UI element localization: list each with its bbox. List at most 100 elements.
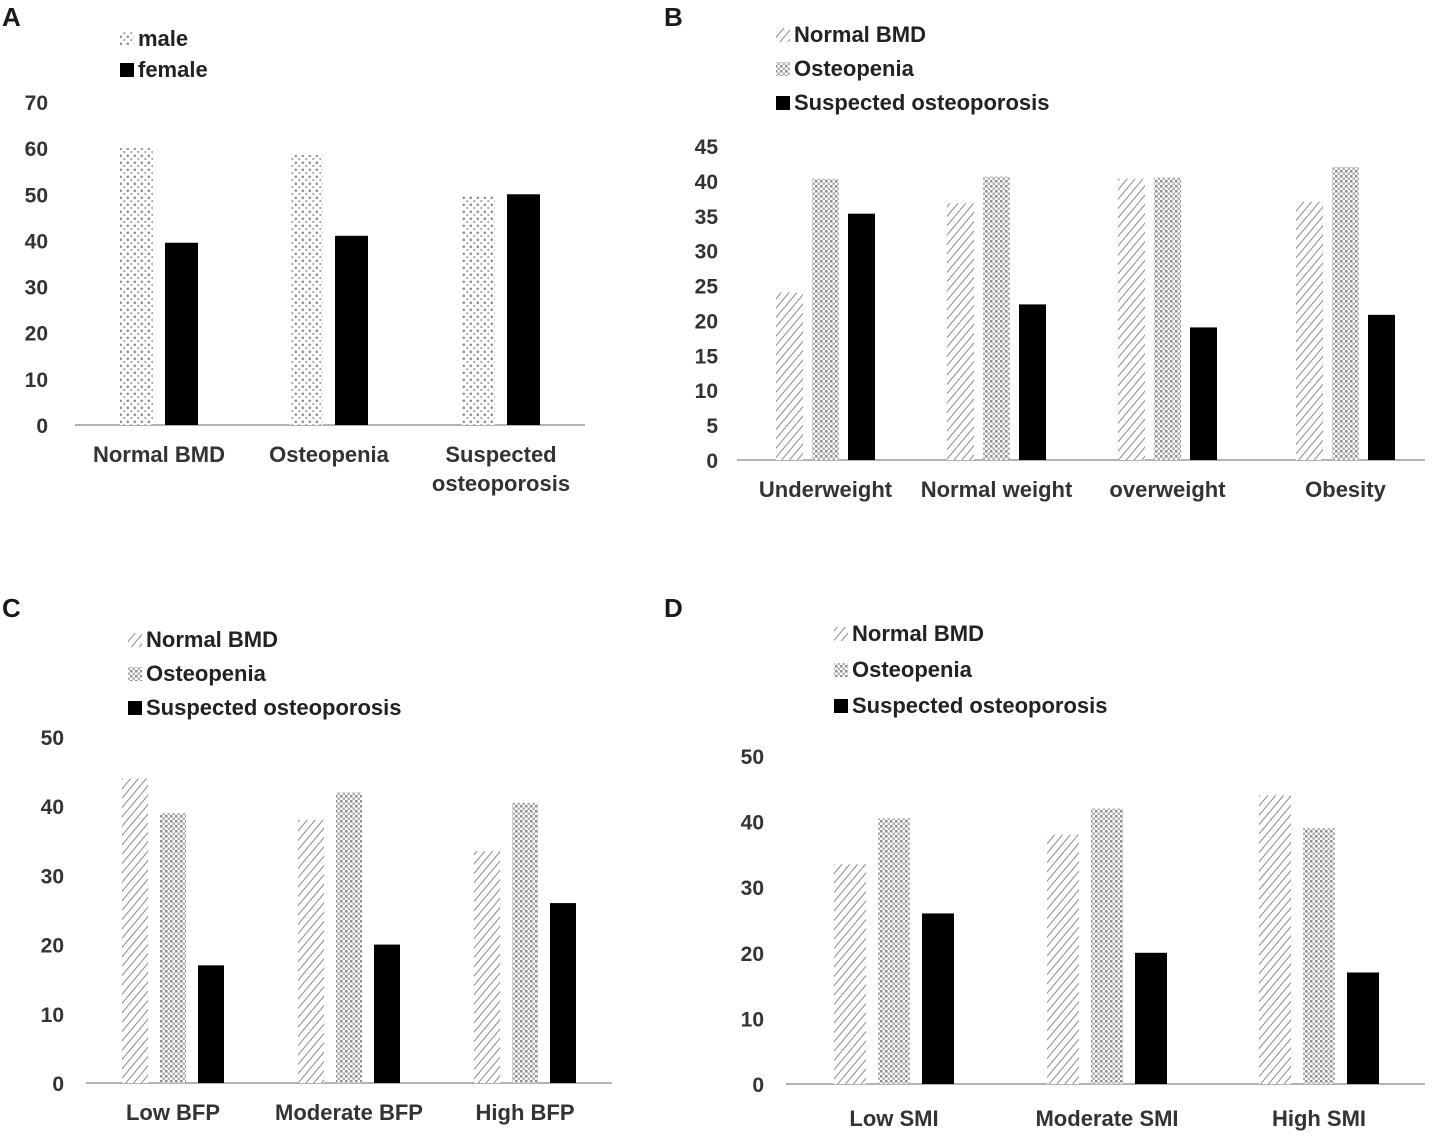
legend-swatch-normal-bmd [776, 28, 790, 42]
bar-female-1 [165, 242, 198, 425]
bar-osteopenia-1 [878, 818, 910, 1084]
category-label: Underweight [759, 477, 893, 502]
bar-male-1 [120, 148, 153, 425]
bar-normal-bmd-3 [474, 851, 500, 1083]
bar-osteopenia-2 [336, 792, 362, 1083]
bar-normal-bmd-3 [1259, 795, 1291, 1084]
bar-normal-bmd-3 [1118, 178, 1145, 460]
panel-label: B [664, 2, 683, 32]
y-tick-label: 40 [41, 796, 64, 819]
bar-suspected-osteoporosis-3 [550, 903, 576, 1083]
y-tick-label: 40 [25, 230, 48, 253]
category-label: overweight [1109, 477, 1226, 502]
bar-suspected-osteoporosis-2 [374, 944, 400, 1083]
category-label: Osteopenia [269, 442, 390, 467]
legend-swatch-osteopenia [776, 62, 790, 76]
panel-label: A [2, 2, 21, 32]
category-label: High SMI [1272, 1106, 1366, 1131]
bar-female-3 [507, 194, 540, 425]
bar-suspected-osteoporosis-2 [1135, 952, 1167, 1084]
y-tick-label: 30 [695, 241, 718, 264]
bar-male-3 [462, 196, 495, 425]
bar-osteopenia-2 [983, 176, 1010, 461]
bar-normal-bmd-2 [947, 203, 974, 460]
bar-suspected-osteoporosis-1 [198, 965, 224, 1083]
legend-swatch-osteopenia [834, 663, 848, 677]
y-tick-label: 40 [695, 171, 718, 194]
category-label: Normal BMD [93, 442, 225, 467]
bar-suspected-osteoporosis-3 [1190, 327, 1217, 460]
y-tick-label: 20 [25, 323, 48, 346]
bar-suspected-osteoporosis-1 [848, 213, 875, 460]
y-tick-label: 0 [752, 1074, 764, 1097]
y-tick-label: 45 [695, 136, 719, 159]
legend-label: Normal BMD [146, 627, 278, 652]
legend-swatch-suspected-osteoporosis [834, 699, 848, 713]
bar-male-2 [290, 155, 323, 426]
panel-label: C [2, 593, 21, 623]
legend-swatch-suspected-osteoporosis [776, 96, 790, 110]
y-tick-label: 10 [25, 369, 48, 392]
legend-label: Suspected osteoporosis [146, 695, 402, 720]
bar-suspected-osteoporosis-2 [1019, 304, 1046, 460]
bar-osteopenia-1 [812, 178, 839, 460]
y-tick-label: 10 [695, 380, 718, 403]
panel-d: D 0 10 20 30 40 50 Low SMI Moderate SMI High SMI N… [664, 593, 1425, 1131]
category-label: Moderate BFP [275, 1100, 423, 1125]
category-label: Normal weight [921, 477, 1073, 502]
y-tick-label: 50 [741, 746, 764, 769]
legend-label: Osteopenia [146, 661, 267, 686]
bar-normal-bmd-1 [776, 292, 803, 460]
panel-c: C 0 10 20 30 40 50 Low BFP Moderate BFP High BFP N… [2, 593, 612, 1125]
bar-suspected-osteoporosis-4 [1368, 314, 1395, 460]
y-tick-label: 30 [41, 865, 64, 888]
panel-a: A 0 10 20 30 40 50 60 70 Normal BMD Osteopenia Susp… [2, 2, 585, 496]
bar-normal-bmd-1 [122, 778, 148, 1083]
y-tick-label: 0 [36, 415, 48, 438]
legend-label: female [138, 57, 208, 82]
y-tick-label: 15 [695, 345, 719, 368]
legend-label: Osteopenia [794, 56, 915, 81]
category-label: Obesity [1305, 477, 1386, 502]
bar-osteopenia-3 [1303, 828, 1335, 1084]
y-tick-label: 10 [41, 1004, 64, 1027]
legend-label: Normal BMD [852, 621, 984, 646]
panel-b: B 0 5 10 15 20 25 30 35 40 45 Underweight Normal wei… [664, 2, 1425, 502]
legend-swatch-male [120, 32, 134, 46]
legend-swatch-suspected-osteoporosis [128, 701, 142, 715]
bar-female-2 [335, 235, 368, 425]
bar-normal-bmd-2 [1047, 834, 1079, 1084]
y-tick-label: 50 [41, 727, 64, 750]
y-tick-label: 20 [741, 943, 764, 966]
legend-label: male [138, 26, 188, 51]
bar-suspected-osteoporosis-1 [922, 913, 954, 1084]
y-tick-label: 10 [741, 1008, 764, 1031]
y-tick-label: 30 [741, 877, 764, 900]
legend-label: Suspected osteoporosis [794, 90, 1050, 115]
bar-normal-bmd-1 [834, 864, 866, 1084]
legend-swatch-normal-bmd [834, 627, 848, 641]
y-tick-label: 70 [25, 92, 48, 115]
bar-suspected-osteoporosis-3 [1347, 972, 1379, 1084]
y-tick-label: 50 [25, 184, 48, 207]
y-tick-label: 5 [706, 415, 718, 438]
y-tick-label: 40 [741, 812, 764, 835]
category-label: Suspected [445, 442, 556, 467]
category-label: Low BFP [126, 1100, 220, 1125]
y-tick-label: 0 [706, 450, 718, 473]
panel-label: D [664, 593, 683, 623]
legend-swatch-osteopenia [128, 667, 142, 681]
y-tick-label: 25 [695, 276, 719, 299]
y-tick-label: 30 [25, 277, 48, 300]
legend-label: Normal BMD [794, 22, 926, 47]
y-tick-label: 0 [52, 1073, 64, 1096]
legend-label: Osteopenia [852, 657, 973, 682]
legend-label: Suspected osteoporosis [852, 693, 1108, 718]
category-label: osteoporosis [432, 471, 570, 496]
bar-osteopenia-4 [1332, 166, 1359, 460]
bar-osteopenia-3 [512, 802, 538, 1083]
y-tick-label: 20 [41, 935, 64, 958]
bar-normal-bmd-2 [298, 820, 324, 1083]
legend-swatch-normal-bmd [128, 633, 142, 647]
